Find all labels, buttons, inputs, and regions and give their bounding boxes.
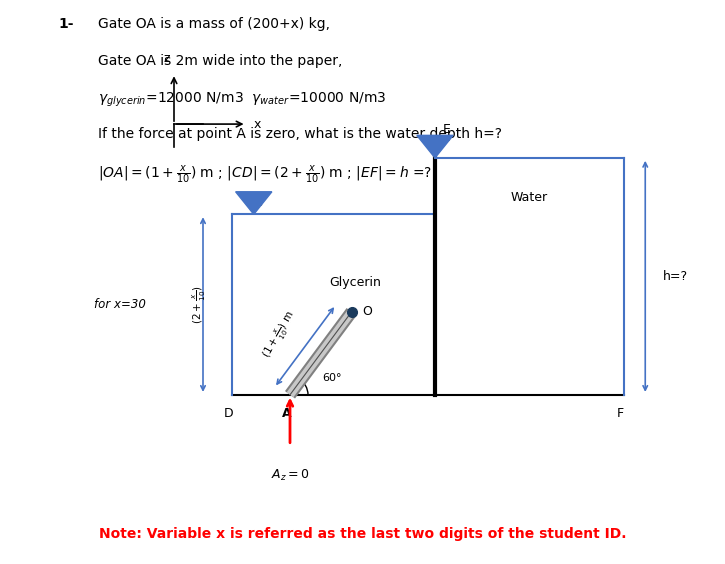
Text: z: z [164,52,170,65]
Text: C: C [254,196,262,209]
Text: $(1 + \frac{x}{10})$ m: $(1 + \frac{x}{10})$ m [260,308,301,362]
Polygon shape [417,135,453,158]
Text: $|OA| = (1 + \frac{x}{10})$ m ; $|CD| = (2 + \frac{x}{10})$ m ; $|EF| = h$ =?: $|OA| = (1 + \frac{x}{10})$ m ; $|CD| = … [98,164,432,186]
Text: Gate OA is 2m wide into the paper,: Gate OA is 2m wide into the paper, [98,54,342,68]
Text: F: F [616,407,624,420]
Text: Note: Variable x is referred as the last two digits of the student ID.: Note: Variable x is referred as the last… [99,527,626,541]
Polygon shape [236,192,272,214]
Text: Glycerin: Glycerin [329,275,381,289]
Text: Gate OA is a mass of (200+x) kg,: Gate OA is a mass of (200+x) kg, [98,17,330,31]
Text: E: E [442,122,450,135]
Text: If the force at point A is zero, what is the water depth h=?: If the force at point A is zero, what is… [98,127,502,141]
Text: Water: Water [510,191,548,204]
Text: 60°: 60° [323,373,342,383]
Text: O: O [362,305,373,318]
Text: x: x [254,117,261,131]
Text: A: A [281,407,291,420]
Text: $\gamma_{glycerin}$=12000 N/m3  $\gamma_{water}$=10000 N/m3: $\gamma_{glycerin}$=12000 N/m3 $\gamma_{… [98,90,386,108]
Text: D: D [223,407,233,420]
Text: for x=30: for x=30 [94,298,146,311]
Text: $A_z = 0$: $A_z = 0$ [270,468,310,483]
Text: $(2 + \frac{x}{10})$: $(2 + \frac{x}{10})$ [191,285,208,324]
Text: h=?: h=? [663,270,689,283]
Text: 1-: 1- [58,17,73,31]
